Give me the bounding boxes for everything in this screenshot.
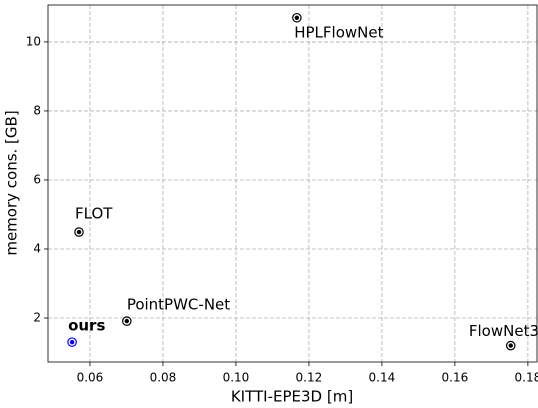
point-ring <box>67 337 77 347</box>
point-label: HPLFlowNet <box>294 23 383 41</box>
y-tick-label: 10 <box>26 34 41 48</box>
point-ring <box>505 340 516 351</box>
point-label: FLOT <box>75 205 113 223</box>
point-ring <box>74 227 84 237</box>
point-label: ours <box>68 317 105 335</box>
point <box>76 229 82 235</box>
x-tick-label: 0.06 <box>77 371 104 385</box>
x-tick-label: 0.14 <box>369 371 396 385</box>
x-tick-label: 0.12 <box>296 371 323 385</box>
point <box>69 339 75 345</box>
point-ring <box>122 316 132 326</box>
point-label: FlowNet3d <box>469 322 538 340</box>
point <box>508 343 513 348</box>
point <box>124 318 130 324</box>
y-tick-label: 2 <box>33 311 41 325</box>
point-ring <box>292 12 302 23</box>
y-tick-label: 4 <box>33 241 41 255</box>
point-label: PointPWC-Net <box>127 296 230 314</box>
x-axis-title: KITTI-EPE3D [m] <box>231 388 353 406</box>
x-tick-label: 0.16 <box>442 371 469 385</box>
x-tick-label: 0.10 <box>223 371 250 385</box>
point <box>294 15 300 20</box>
y-axis-title: memory cons. [GB] <box>3 110 21 255</box>
y-tick-label: 6 <box>33 172 41 186</box>
y-tick-label: 8 <box>33 103 41 117</box>
x-tick-label: 0.18 <box>515 371 538 385</box>
plot-frame <box>47 4 538 363</box>
x-tick-label: 0.08 <box>150 371 177 385</box>
